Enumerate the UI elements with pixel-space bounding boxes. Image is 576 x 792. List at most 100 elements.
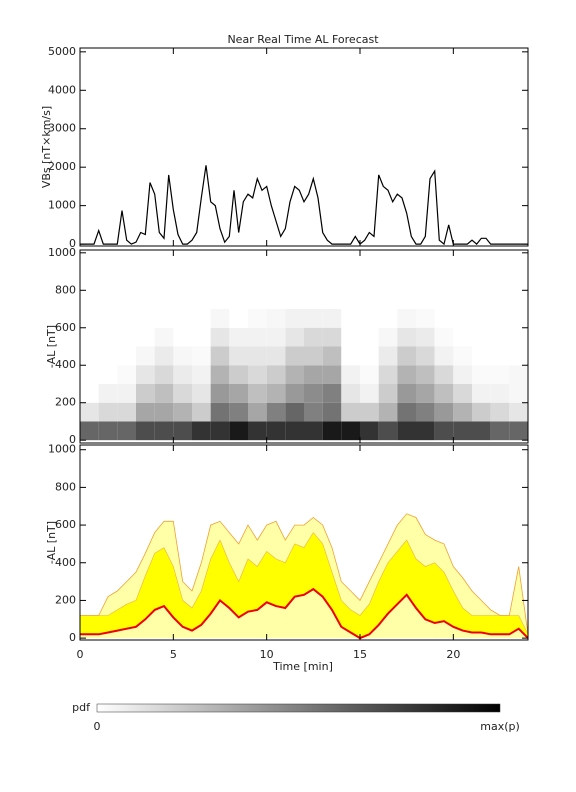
heatmap-cell xyxy=(509,383,528,403)
heatmap-cell xyxy=(490,402,510,422)
heatmap-cell xyxy=(117,309,136,328)
heatmap-cell xyxy=(285,421,304,441)
heatmap-cell xyxy=(378,346,398,366)
y-tick-label: 0 xyxy=(69,237,76,250)
heatmap-cell xyxy=(266,346,286,366)
heatmap-cell xyxy=(248,383,267,403)
y-tick-label: 4000 xyxy=(48,83,76,96)
y-tick-label: 600 xyxy=(55,518,76,531)
heatmap-cell xyxy=(360,346,379,366)
x-tick-label: 20 xyxy=(446,648,460,661)
heatmap-cell xyxy=(304,402,323,422)
heatmap-cell xyxy=(341,383,360,403)
heatmap-cell xyxy=(173,365,192,384)
y-tick-label: 200 xyxy=(55,396,76,409)
outer-edge xyxy=(80,513,529,635)
heatmap-cell xyxy=(229,383,248,403)
heatmap-cell xyxy=(154,402,174,422)
colorbar-min: 0 xyxy=(94,720,101,733)
heatmap-cell xyxy=(453,365,472,384)
heatmap-cell xyxy=(192,346,211,366)
heatmap-cell xyxy=(472,346,491,366)
heatmap-cell xyxy=(154,346,174,366)
heatmap-cell xyxy=(341,402,360,422)
heatmap-cell xyxy=(173,383,192,403)
heatmap-cell xyxy=(397,309,416,328)
heatmap-cell xyxy=(341,421,360,441)
y-tick-label: 2000 xyxy=(48,160,76,173)
heatmap-cell xyxy=(509,309,528,328)
heatmap-cell xyxy=(154,383,174,403)
heatmap-cell xyxy=(434,346,454,366)
heatmap-cell xyxy=(378,365,398,384)
median-line xyxy=(80,587,529,640)
heatmap-cell xyxy=(136,346,155,366)
heatmap-cell xyxy=(80,383,99,403)
heatmap-cell xyxy=(229,402,248,422)
heatmap-cell xyxy=(154,309,174,328)
heatmap-cell xyxy=(229,327,248,347)
heatmap-cell xyxy=(285,309,304,328)
heatmap-cell xyxy=(98,383,118,403)
panel: 0 200 400 600 800 1000 -AL [nT] xyxy=(45,246,529,446)
heatmap-cell xyxy=(210,309,230,328)
heatmap-cell xyxy=(285,327,304,347)
heatmap-cell xyxy=(98,365,118,384)
heatmap-cell xyxy=(210,365,230,384)
heatmap-cell xyxy=(98,402,118,422)
heatmap-cell xyxy=(210,421,230,441)
heatmap-cell xyxy=(136,402,155,422)
heatmap-cell xyxy=(173,346,192,366)
y-tick-label: 800 xyxy=(55,283,76,296)
heatmap-cell xyxy=(490,327,510,347)
heatmap-cell xyxy=(266,309,286,328)
heatmap-cell xyxy=(304,309,323,328)
heatmap-cell xyxy=(341,327,360,347)
heatmap-cell xyxy=(192,383,211,403)
heatmap-cell xyxy=(322,346,342,366)
axes-frame xyxy=(79,249,529,444)
axes-frame xyxy=(79,47,529,247)
y-tick-label: 0 xyxy=(69,631,76,644)
heatmap-cell xyxy=(509,346,528,366)
heatmap-cell xyxy=(472,327,491,347)
y-tick-label: 400 xyxy=(55,358,76,371)
heatmap-cell xyxy=(136,309,155,328)
heatmap-cell xyxy=(472,402,491,422)
y-tick-label: 200 xyxy=(55,593,76,606)
heatmap-cell xyxy=(210,402,230,422)
heatmap-cell xyxy=(397,421,416,441)
heatmap-cell xyxy=(509,365,528,384)
heatmap-cell xyxy=(490,365,510,384)
heatmap-cell xyxy=(229,309,248,328)
data-line xyxy=(80,165,528,246)
panel: 0 200 400 600 800 1000 0 5 10 15 20 -AL [nT] xyxy=(45,443,529,661)
heatmap-cell xyxy=(80,346,99,366)
heatmap-cell xyxy=(266,327,286,347)
heatmap-cell xyxy=(490,346,510,366)
heatmap-cell xyxy=(285,402,304,422)
y-tick-label: 600 xyxy=(55,321,76,334)
heatmap-cell xyxy=(397,383,416,403)
heatmap-cell xyxy=(416,402,435,422)
heatmap-cell xyxy=(248,365,267,384)
heatmap-cell xyxy=(322,309,342,328)
heatmap-cell xyxy=(304,346,323,366)
heatmap-cell xyxy=(322,327,342,347)
heatmap-cell xyxy=(509,402,528,422)
y-axis-label: -AL [nT] xyxy=(45,325,58,368)
inner-edge xyxy=(80,532,529,635)
heatmap-cell xyxy=(154,365,174,384)
heatmap-cell xyxy=(117,365,136,384)
heatmap-cell xyxy=(229,421,248,441)
heatmap-cell xyxy=(136,421,155,441)
heatmap-cell xyxy=(472,365,491,384)
heatmap-cell xyxy=(98,346,118,366)
heatmap-cell xyxy=(192,309,211,328)
heatmap-cell xyxy=(453,402,472,422)
heatmap-cell xyxy=(192,402,211,422)
heatmap-cell xyxy=(453,421,472,441)
heatmap-cell xyxy=(341,309,360,328)
chart-title: Near Real Time AL Forecast xyxy=(227,33,379,46)
heatmap-cell xyxy=(248,421,267,441)
